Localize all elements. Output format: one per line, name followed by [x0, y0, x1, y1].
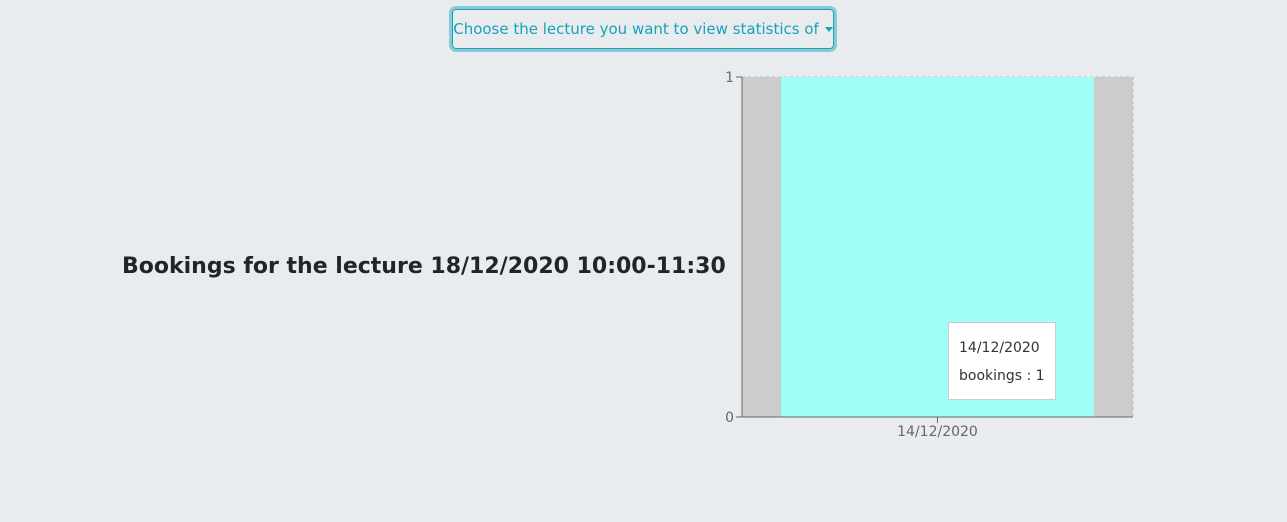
tooltip-date: 14/12/2020 — [959, 340, 1040, 356]
x-tick-label: 14/12/2020 — [897, 424, 978, 440]
caret-down-icon — [824, 26, 833, 32]
chart-heading: Bookings for the lecture 18/12/2020 10:0… — [122, 254, 726, 279]
bookings-chart-svg: 0 1 14/12/2020 — [725, 70, 1134, 440]
y-tick-label: 1 — [725, 70, 734, 86]
tooltip-value: bookings : 1 — [959, 368, 1045, 384]
bookings-chart: 0 1 14/12/2020 — [700, 60, 1160, 460]
lecture-select-label: Choose the lecture you want to view stat… — [453, 20, 819, 38]
lecture-select-dropdown[interactable]: Choose the lecture you want to view stat… — [452, 9, 834, 49]
chart-tooltip: 14/12/2020 bookings : 1 — [948, 322, 1056, 400]
y-tick-label: 0 — [725, 410, 734, 426]
